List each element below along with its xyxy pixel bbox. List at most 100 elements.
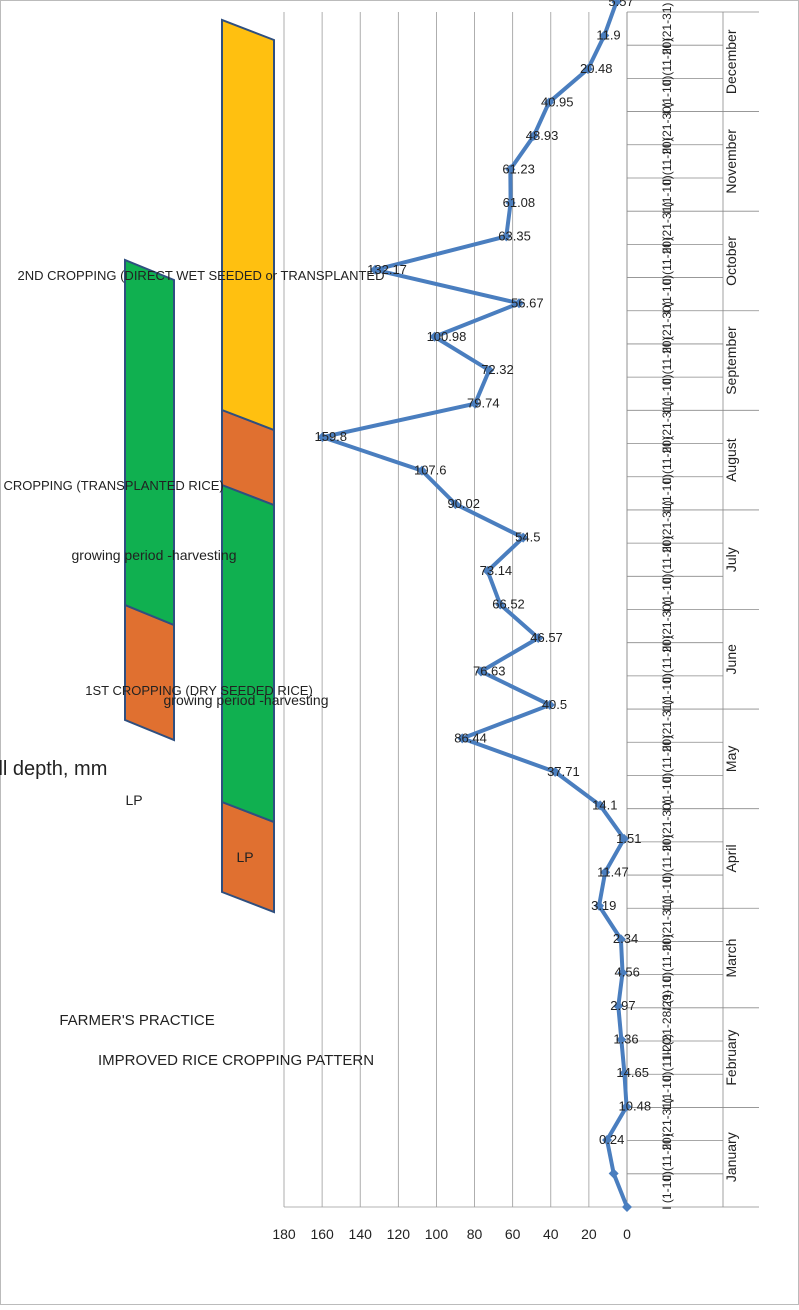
data-label: 72.32 bbox=[481, 362, 514, 377]
category-tick-label: II (11-20) bbox=[660, 835, 674, 883]
category-tick-label: III (21-31) bbox=[660, 202, 674, 254]
rainfall-point bbox=[416, 465, 427, 476]
category-tick-label: I (1-10) bbox=[660, 972, 674, 1011]
category-tick-label: I (1-10) bbox=[660, 175, 674, 214]
rainfall-point bbox=[475, 666, 486, 677]
rainfall-point bbox=[501, 231, 512, 242]
category-tick-label: I (1-10) bbox=[660, 474, 674, 513]
category-tick-label: II (11-20) bbox=[660, 735, 674, 783]
data-label: 63.35 bbox=[498, 228, 531, 243]
rainfall-point bbox=[518, 532, 529, 543]
data-label: 107.6 bbox=[414, 463, 447, 478]
category-tick-label: I (1-10) bbox=[660, 1071, 674, 1110]
category-tick-label: I (1-10) bbox=[660, 673, 674, 712]
category-tick-label: III (21-28/29) bbox=[660, 990, 674, 1059]
data-label: 2.97 bbox=[610, 998, 635, 1013]
category-tick-label: II (11-20) bbox=[660, 137, 674, 185]
data-label: 11.9 bbox=[596, 28, 620, 43]
category-tick-label: I (1-10) bbox=[660, 574, 674, 613]
month-label: June bbox=[723, 644, 739, 675]
growing-period-label-farmer: growing period -harvesting bbox=[72, 547, 237, 563]
category-tick-label: II (11-20) bbox=[660, 934, 674, 982]
rainfall-point bbox=[619, 1068, 630, 1079]
month-label: March bbox=[723, 939, 739, 978]
growing-period-label-improved: growing period -harvesting bbox=[164, 692, 329, 708]
data-label: 40.5 bbox=[542, 697, 567, 712]
data-label: 66.52 bbox=[492, 597, 525, 612]
data-label: 5.57 bbox=[608, 0, 633, 9]
data-label: 11.47 bbox=[597, 864, 629, 879]
data-label: 46.57 bbox=[530, 630, 563, 645]
point-labels: 0.24 10.48 14.65 1.36 2.97 4.56 2.34 3.19 11.47 1… bbox=[314, 0, 651, 1147]
rainfall-point bbox=[450, 499, 461, 510]
second-cropping-label: 2ND CROPPING (DIRECT WET SEEDED or TRANS… bbox=[18, 268, 385, 283]
data-label: 40.95 bbox=[541, 94, 574, 109]
rainfall-point bbox=[505, 197, 516, 208]
growing-bar-farmer bbox=[124, 258, 175, 627]
category-tick-label: I (1-10) bbox=[660, 275, 674, 314]
data-label: 48.93 bbox=[526, 128, 559, 143]
rainfall-point bbox=[528, 130, 539, 141]
category-tick-label: I (1-10) bbox=[660, 374, 674, 413]
data-label: 54.5 bbox=[515, 530, 540, 545]
category-tick-label: III (21-30) bbox=[660, 102, 674, 154]
y-tick-label: 100 bbox=[425, 1226, 449, 1242]
category-tick-label: II (11-20) bbox=[660, 436, 674, 484]
category-tick-label: I (1-10) bbox=[660, 1171, 674, 1210]
category-tick-label: II (11-20) bbox=[660, 237, 674, 285]
data-label: 2.34 bbox=[613, 931, 638, 946]
category-tick-label: II (11-20) bbox=[660, 635, 674, 683]
y-tick-label: 0 bbox=[623, 1226, 631, 1242]
data-label: 90.02 bbox=[447, 496, 480, 511]
y-tick-label: 160 bbox=[310, 1226, 334, 1242]
data-label: 0.24 bbox=[599, 1132, 624, 1147]
category-tick-label: III (21-31) bbox=[660, 1098, 674, 1150]
category-tick-label: I (1-10) bbox=[660, 773, 674, 812]
category-tick-label: III (21-30) bbox=[660, 799, 674, 851]
rainfall-point bbox=[495, 599, 506, 610]
second-cropping-bar bbox=[221, 18, 275, 432]
data-label: 4.56 bbox=[615, 965, 640, 980]
data-label: 61.23 bbox=[502, 161, 535, 176]
gridlines bbox=[283, 12, 628, 1208]
data-label: 37.71 bbox=[547, 764, 580, 779]
rainfall-point bbox=[594, 900, 605, 911]
category-tick-label: II (11-20) bbox=[660, 337, 674, 385]
category-tick-label: III (21-30) bbox=[660, 301, 674, 353]
month-label: December bbox=[723, 29, 739, 94]
lp-label-improved: LP bbox=[236, 849, 253, 865]
data-label: 1.36 bbox=[613, 1032, 638, 1047]
month-label: September bbox=[723, 326, 739, 395]
data-label: 10.48 bbox=[619, 1099, 652, 1114]
data-label: 159.8 bbox=[314, 429, 347, 444]
y-tick-label: 140 bbox=[349, 1226, 373, 1242]
y-tick-label: 120 bbox=[387, 1226, 411, 1242]
improved-pattern-label: IMPROVED RICE CROPPING PATTERN bbox=[98, 1052, 374, 1069]
category-tick-label: II (11-20) bbox=[660, 1133, 674, 1181]
data-label: 79.74 bbox=[467, 396, 500, 411]
month-label: November bbox=[723, 129, 739, 194]
cropping-pattern: FARMER'S PRACTICE IMPROVED RICE CROPPING … bbox=[0, 18, 385, 1069]
y-tick-label: 180 bbox=[272, 1226, 296, 1242]
data-label: 76.63 bbox=[473, 663, 506, 678]
month-label: August bbox=[723, 438, 739, 482]
lp-label-farmer: LP bbox=[125, 792, 142, 808]
y-tick-label: 80 bbox=[467, 1226, 483, 1242]
category-tick-label: I (1-10) bbox=[660, 76, 674, 115]
y-tick-label: 40 bbox=[543, 1226, 559, 1242]
category-tick-label: I (1-10) bbox=[660, 872, 674, 911]
growing-bar-improved bbox=[221, 483, 275, 824]
month-label: October bbox=[723, 236, 739, 286]
category-tick-label: III (21-31) bbox=[660, 700, 674, 752]
category-tick-label: III (21-31) bbox=[660, 500, 674, 552]
data-label: 3.19 bbox=[591, 898, 616, 913]
month-label: February bbox=[723, 1030, 739, 1086]
farmers-practice-label: FARMER'S PRACTICE bbox=[59, 1012, 214, 1029]
data-label: 61.08 bbox=[503, 195, 536, 210]
data-label: 100.98 bbox=[427, 329, 467, 344]
category-table: I (1-10)II (11-20)III (21-31)I (1-10)II … bbox=[626, 3, 759, 1210]
rainfall-point bbox=[457, 733, 468, 744]
month-label: April bbox=[723, 844, 739, 872]
